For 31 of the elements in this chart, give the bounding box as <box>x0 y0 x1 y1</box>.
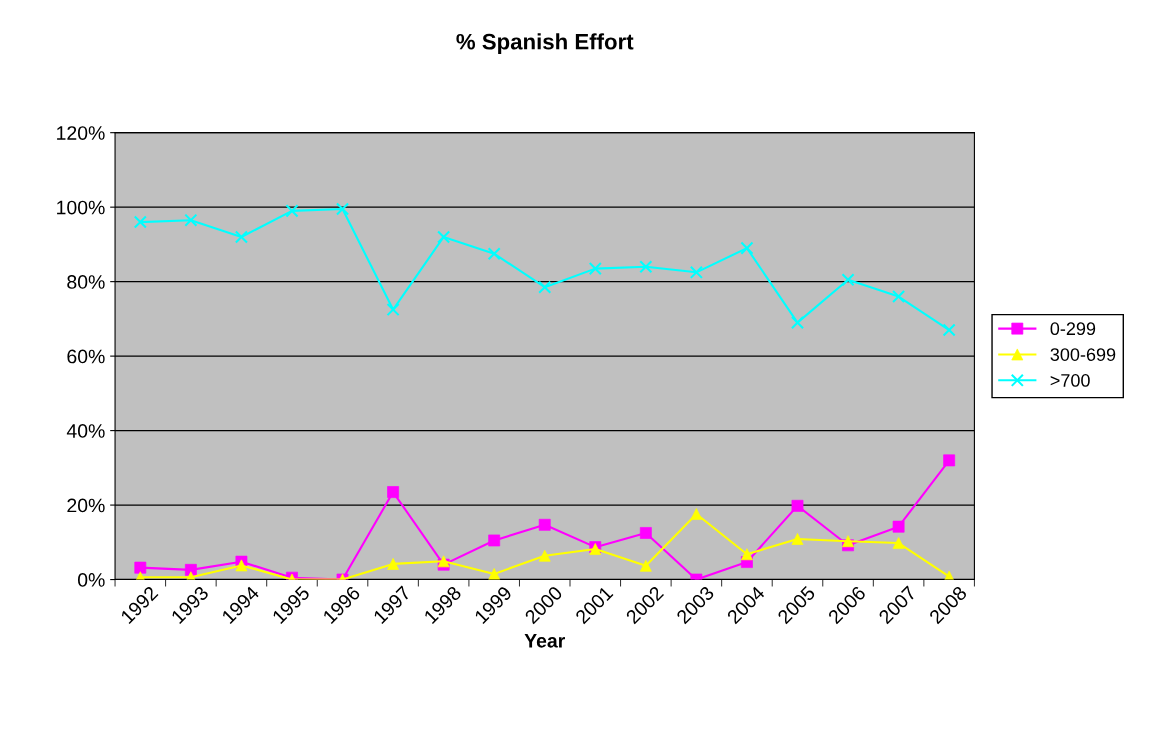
point <box>387 486 399 498</box>
legend-label: >700 <box>1050 374 1090 387</box>
point <box>791 533 804 545</box>
y-tick-label: 0% <box>77 573 105 587</box>
y-tick-label: 40% <box>66 424 105 438</box>
y-tick-label: 20% <box>67 498 105 513</box>
point <box>790 316 805 330</box>
y-tick-label: 120% <box>57 126 105 140</box>
point <box>386 302 400 317</box>
point <box>689 265 703 279</box>
point <box>740 241 754 255</box>
y-tick-label: 100% <box>57 200 105 215</box>
point <box>133 215 147 229</box>
point <box>437 230 451 244</box>
point <box>234 230 249 244</box>
point <box>639 260 653 274</box>
point <box>487 247 501 261</box>
y-tick-label: 80% <box>67 275 105 289</box>
point <box>892 289 906 304</box>
y-tick-label: 60% <box>67 349 105 364</box>
legend-label: 300-699 <box>1050 348 1116 361</box>
point <box>335 202 350 216</box>
point <box>285 204 299 218</box>
point <box>942 323 956 337</box>
point <box>184 213 198 227</box>
x-axis-title: Year <box>524 634 565 648</box>
chart-title: % Spanish Effort <box>456 33 634 54</box>
point <box>841 273 855 287</box>
point <box>538 280 552 294</box>
point <box>588 262 602 276</box>
legend-label: 0-299 <box>1050 322 1096 336</box>
